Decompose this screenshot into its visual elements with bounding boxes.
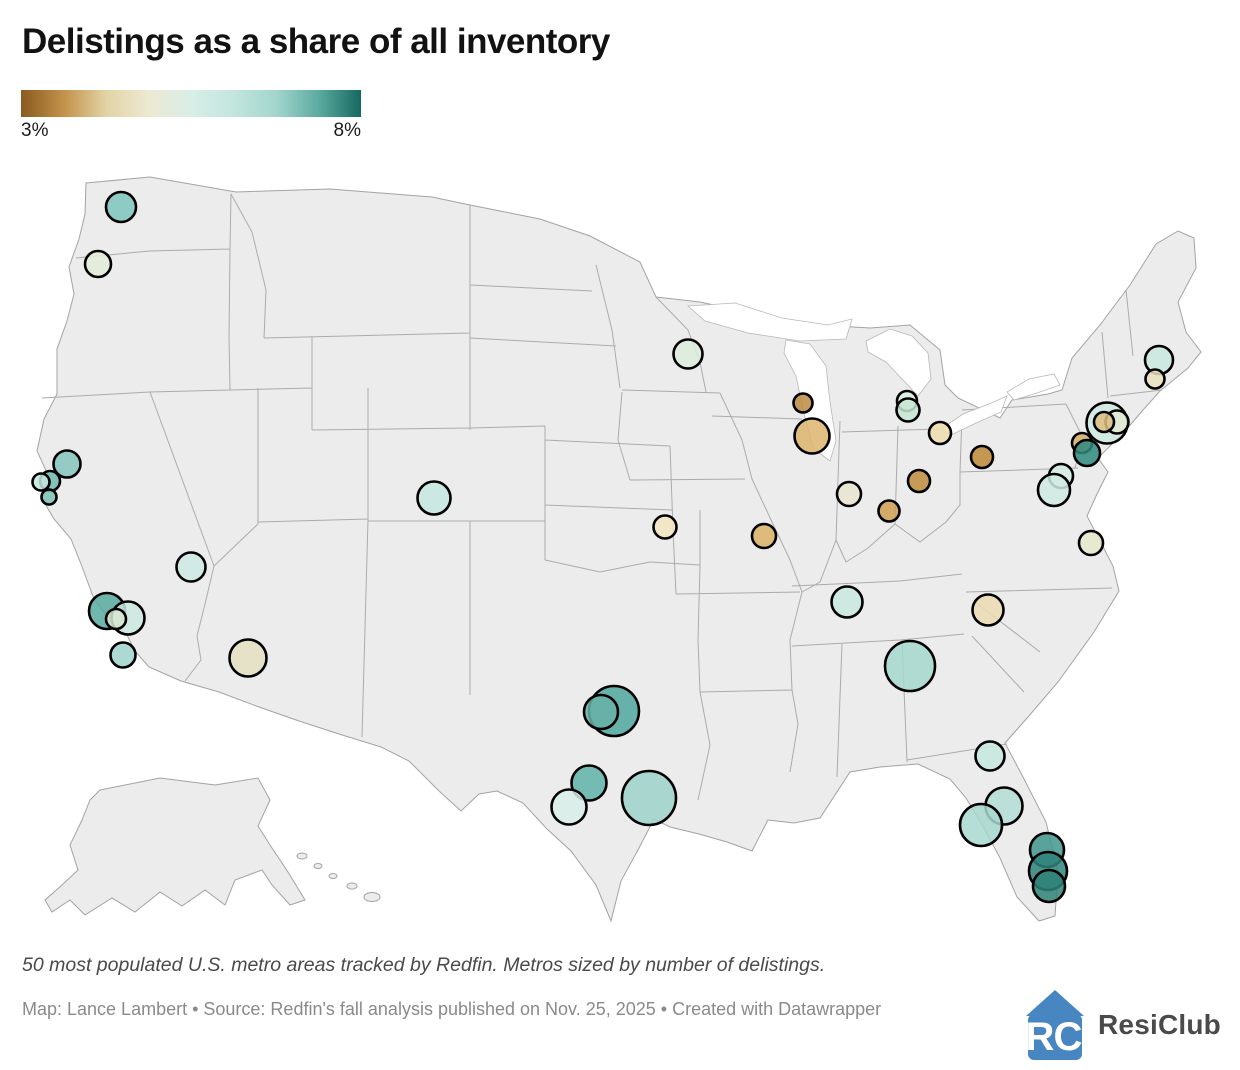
metro-bubble[interactable] [175,551,207,583]
metro-bubble[interactable] [550,788,588,826]
color-legend: 3% 8% [21,90,361,142]
metro-bubble[interactable] [830,585,864,619]
chart-title: Delistings as a share of all inventory [22,22,610,61]
metro-bubble[interactable] [31,472,51,492]
metro-bubble[interactable] [877,499,901,523]
metro-bubble[interactable] [883,639,937,693]
metro-bubble[interactable] [1077,529,1105,557]
metro-bubble[interactable] [974,740,1006,772]
lake-superior [687,302,853,342]
legend-min-label: 3% [21,120,49,141]
resiclub-logo[interactable]: R C ResiClub [1022,990,1221,1060]
metro-bubble[interactable] [793,417,831,455]
metro-bubble[interactable] [652,514,678,540]
metro-bubble[interactable] [958,802,1004,848]
legend-max-label: 8% [333,120,361,141]
lake-huron [865,328,932,397]
metro-bubble[interactable] [104,607,128,631]
metro-bubble[interactable] [582,693,620,731]
metro-bubble[interactable] [620,769,678,827]
map-credit: Map: Lance Lambert • Source: Redfin's fa… [22,999,882,1019]
metro-bubble[interactable] [1036,472,1072,508]
metro-bubble[interactable] [895,397,921,423]
metro-bubble[interactable] [1072,438,1102,468]
map-notes: 50 most populated U.S. metro areas track… [22,954,826,976]
metro-bubble[interactable] [672,338,704,370]
legend-gradient-bar [21,90,361,117]
resiclub-logo-icon: R C [1026,990,1084,1060]
svg-text:R: R [1026,1015,1055,1059]
hawaii [296,852,381,902]
metro-bubble[interactable] [792,392,814,414]
lake-ontario [1006,373,1061,401]
svg-text:C: C [1054,1015,1083,1059]
metro-bubble[interactable] [52,449,82,479]
metro-bubble[interactable] [109,641,137,669]
resiclub-logo-text: ResiClub [1098,1009,1221,1040]
metro-bubble[interactable] [83,249,113,279]
metro-bubble[interactable] [906,468,932,494]
metro-bubble[interactable] [1031,868,1067,904]
metro-bubble[interactable] [570,764,608,802]
metro-bubble[interactable] [750,522,778,550]
legend-labels: 3% 8% [21,120,361,142]
metro-bubbles-layer [31,190,1175,904]
metro-bubble[interactable] [1144,368,1166,390]
metro-bubble[interactable] [40,488,58,506]
metro-bubble[interactable] [1092,410,1116,434]
metro-bubble[interactable] [416,480,452,516]
metro-bubble[interactable] [927,420,953,446]
alaska [44,777,306,916]
lake-erie [940,395,1008,436]
metro-bubble[interactable] [835,480,863,508]
metro-bubble[interactable] [969,444,995,470]
metro-bubble[interactable] [104,190,138,224]
metro-bubble[interactable] [971,593,1005,627]
metro-bubble[interactable] [228,638,268,678]
